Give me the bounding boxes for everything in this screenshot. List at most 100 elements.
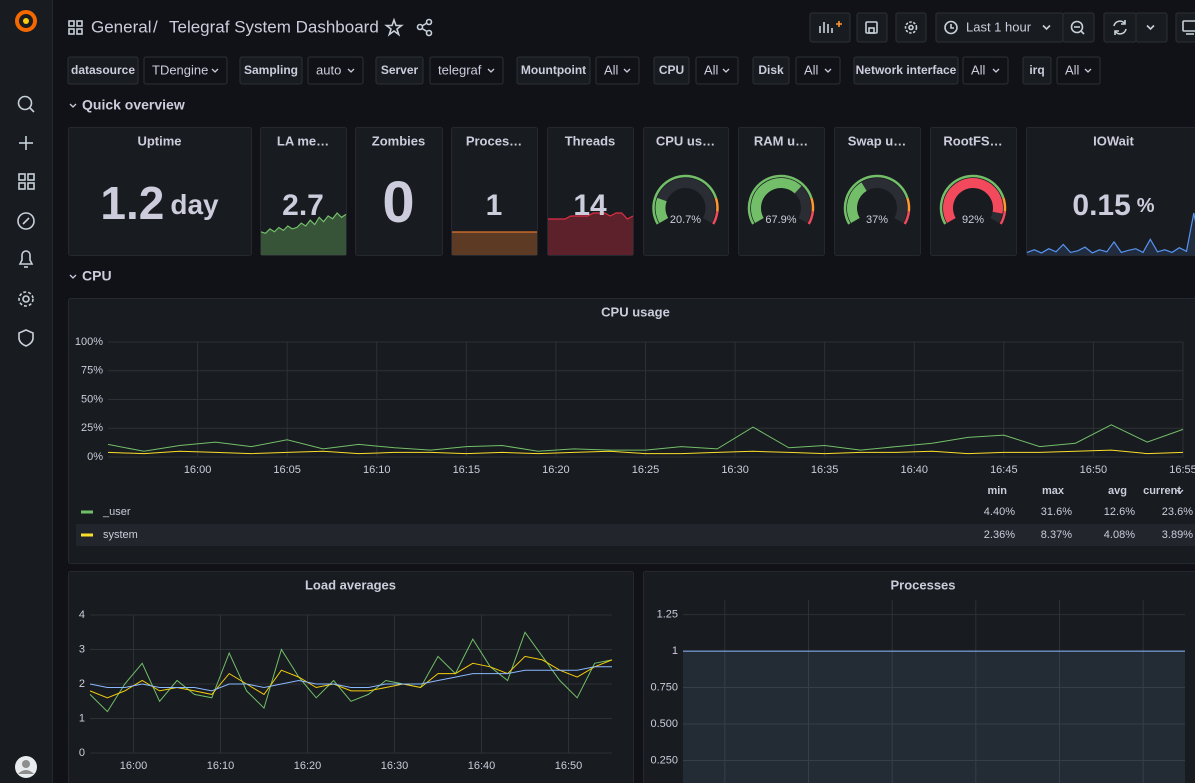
gauge-value <box>660 200 663 221</box>
stat-unit: day <box>170 189 219 220</box>
variable-value[interactable]: All <box>604 62 619 77</box>
panel-title[interactable]: Load averages <box>305 577 396 592</box>
x-tick-label: 16:55 <box>1169 464 1195 476</box>
x-tick-label: 16:10 <box>207 760 235 772</box>
variable-label: Mountpoint <box>521 63 586 77</box>
breadcrumb-separator: / <box>153 17 158 36</box>
add-panel-button[interactable] <box>810 13 850 42</box>
variable-label: datasource <box>71 63 135 77</box>
star-button[interactable] <box>387 20 402 35</box>
variable-label: Network interface <box>856 63 957 77</box>
dashboard-title[interactable]: Telegraf System Dashboard <box>169 17 379 36</box>
x-tick-label: 16:50 <box>1080 464 1108 476</box>
y-tick-label: 25% <box>81 422 103 434</box>
x-tick-label: 16:00 <box>184 464 212 476</box>
variable-label: Sampling <box>244 63 298 77</box>
legend-value: 12.6% <box>1104 506 1135 518</box>
y-tick-label: 1 <box>79 712 85 724</box>
panel-title[interactable]: Uptime <box>137 133 181 148</box>
y-tick-label: 3 <box>79 643 85 655</box>
panel-title[interactable]: CPU us… <box>656 133 715 148</box>
stat-value: 14 <box>573 189 607 222</box>
panel-title[interactable]: RAM u… <box>754 133 808 148</box>
y-tick-label: 0.250 <box>650 754 678 766</box>
stat-number: 2.7 <box>282 189 324 222</box>
panel-title[interactable]: IOWait <box>1093 133 1134 148</box>
legend-column-header[interactable]: max <box>1042 485 1065 497</box>
user-avatar[interactable] <box>15 756 37 778</box>
variable-label: irq <box>1029 63 1044 77</box>
graph-panel <box>69 572 634 783</box>
stat-number: 14 <box>573 189 607 222</box>
legend-swatch <box>81 511 93 514</box>
time-range[interactable]: Last 1 hour <box>966 19 1032 34</box>
legend-row-highlight <box>76 524 1195 546</box>
legend-name[interactable]: _user <box>102 506 131 518</box>
panel-title[interactable]: Processes <box>890 577 955 592</box>
x-tick-label: 16:45 <box>990 464 1018 476</box>
panel-title[interactable]: Proces… <box>466 133 522 148</box>
legend-name[interactable]: system <box>103 529 138 541</box>
y-tick-label: 50% <box>81 393 103 405</box>
gauge-label: 37% <box>866 214 888 226</box>
x-tick-label: 16:40 <box>468 760 496 772</box>
legend-column-header[interactable]: min <box>987 485 1007 497</box>
x-tick-label: 16:20 <box>542 464 570 476</box>
y-tick-label: 0.500 <box>650 718 678 730</box>
panel-title[interactable]: Zombies <box>372 133 425 148</box>
x-tick-label: 16:40 <box>900 464 928 476</box>
breadcrumb-folder[interactable]: General <box>91 17 151 36</box>
variable-select[interactable] <box>963 57 1008 84</box>
save-button[interactable] <box>857 13 887 42</box>
variable-value[interactable]: auto <box>316 62 341 77</box>
share-button[interactable] <box>418 20 432 36</box>
legend-column-header[interactable]: avg <box>1108 485 1127 497</box>
legend-value: 2.36% <box>984 529 1015 541</box>
x-tick-label: 16:00 <box>120 760 148 772</box>
legend-value: 23.6% <box>1162 506 1193 518</box>
legend-column-header[interactable]: current <box>1143 485 1181 497</box>
gauge-label: 67.9% <box>765 214 796 226</box>
sparkline-area <box>452 232 537 255</box>
variable-value[interactable]: All <box>971 62 986 77</box>
legend-value: 8.37% <box>1041 529 1072 541</box>
row-title[interactable]: Quick overview <box>82 97 185 113</box>
variable-value[interactable]: TDengine <box>152 62 208 77</box>
variable-label: CPU <box>659 63 684 77</box>
panel-title[interactable]: LA me… <box>277 133 329 148</box>
panel-title[interactable]: CPU usage <box>601 304 670 319</box>
panel-title[interactable]: RootFS… <box>943 133 1002 148</box>
stat-value: 0 <box>382 170 414 235</box>
variable-value[interactable]: All <box>1065 62 1080 77</box>
x-tick-label: 16:10 <box>363 464 391 476</box>
x-tick-label: 16:20 <box>294 760 322 772</box>
row-chevron <box>70 104 76 107</box>
variable-value[interactable]: All <box>804 62 819 77</box>
variable-value[interactable]: telegraf <box>438 62 482 77</box>
panel-title[interactable]: Threads <box>565 133 616 148</box>
x-tick-label: 16:30 <box>381 760 409 772</box>
row-chevron <box>70 275 76 278</box>
y-tick-label: 0 <box>79 747 85 759</box>
settings-button[interactable] <box>896 13 926 42</box>
refresh-interval-button[interactable] <box>1136 13 1167 42</box>
zoom-out-button[interactable] <box>1063 13 1094 42</box>
x-tick-label: 16:05 <box>273 464 301 476</box>
refresh-button[interactable] <box>1104 13 1136 42</box>
gauge-label: 20.7% <box>670 214 701 226</box>
stat-number: 1 <box>486 189 503 222</box>
tv-mode-button[interactable] <box>1176 13 1195 42</box>
stat-value: 2.7 <box>282 189 324 222</box>
row-title[interactable]: CPU <box>82 268 112 284</box>
stat-number: 0.15 <box>1072 189 1130 222</box>
panel-title[interactable]: Swap u… <box>848 133 907 148</box>
y-tick-label: 0.750 <box>650 681 678 693</box>
series-area <box>683 651 1185 783</box>
legend-swatch <box>81 534 93 537</box>
variable-value[interactable]: All <box>704 62 719 77</box>
dashboard-icon <box>69 21 82 34</box>
y-tick-label: 100% <box>75 336 103 348</box>
legend-value: 4.08% <box>1104 529 1135 541</box>
